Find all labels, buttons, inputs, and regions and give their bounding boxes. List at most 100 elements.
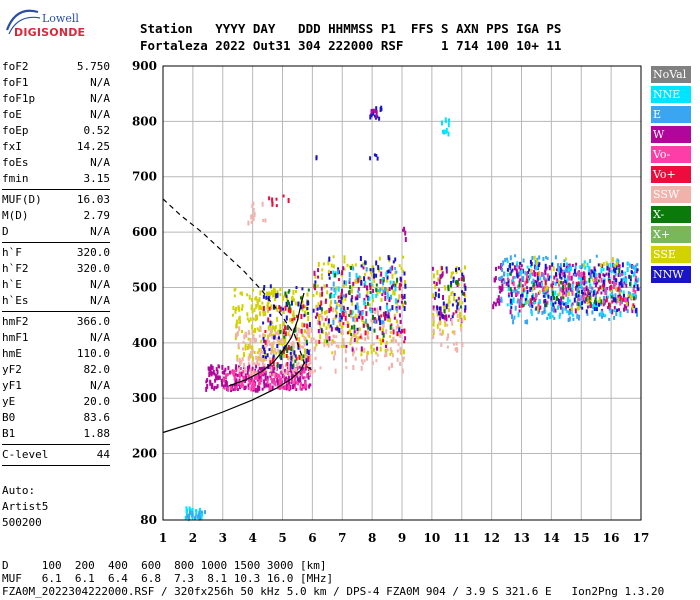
echo-point [508, 292, 511, 296]
scaled-parameters-panel: foF2 5.750 foF1 N/A foF1p N/A foE N/A foEp 0.52 fx… [2, 59, 110, 468]
echo-point [442, 301, 445, 306]
echo-point [223, 386, 226, 390]
echo-point [536, 259, 538, 265]
echo-point [593, 268, 596, 272]
echo-point [235, 385, 238, 390]
echo-point [591, 310, 594, 315]
param-name: foF1p [2, 92, 36, 105]
echo-point [285, 363, 287, 367]
echo-point [457, 296, 460, 300]
echo-point [544, 270, 547, 276]
echo-point [448, 308, 450, 312]
curve-profile [162, 361, 306, 434]
echo-point [604, 314, 607, 318]
echo-point [595, 276, 598, 281]
echo-point [384, 311, 387, 317]
echo-point [361, 311, 364, 316]
echo-point [369, 291, 372, 294]
echo-point [514, 254, 517, 258]
echo-point [239, 291, 242, 295]
legend-item-ssw: SSW [651, 186, 691, 203]
echo-point [545, 278, 548, 282]
echo-point [500, 296, 503, 302]
echo-point [586, 299, 589, 305]
echo-point [615, 264, 618, 270]
echo-point [262, 370, 265, 375]
echo-point [526, 286, 528, 290]
echo-point [377, 289, 380, 293]
echo-point [570, 275, 573, 281]
echo-point [315, 315, 317, 319]
echo-point [256, 351, 259, 355]
echo-point [275, 351, 278, 355]
echo-point [252, 336, 255, 340]
echo-point [559, 301, 562, 306]
echo-point [279, 288, 282, 291]
echo-point [614, 268, 617, 273]
echo-point [357, 277, 360, 283]
legend-item-x: X+ [651, 226, 691, 243]
echo-point [284, 326, 287, 331]
echo-point [253, 372, 256, 376]
echo-point [257, 385, 259, 389]
echo-point [628, 292, 631, 296]
param-name: foEp [2, 124, 29, 137]
echo-point [307, 324, 310, 330]
echo-point [463, 283, 466, 288]
echo-point [552, 266, 555, 272]
echo-point [556, 268, 558, 272]
echo-point [287, 198, 290, 203]
echo-point [290, 374, 293, 380]
echo-point [283, 294, 286, 298]
echo-point [255, 370, 258, 375]
param-row: foEp 0.52 [2, 123, 110, 139]
echo-point [527, 271, 530, 274]
echo-point [620, 283, 623, 288]
echo-point [335, 301, 338, 305]
echo-point [342, 311, 345, 317]
echo-point [301, 322, 304, 328]
echo-point [530, 286, 533, 290]
echo-point [618, 282, 621, 286]
echo-point [369, 277, 371, 282]
echo-point [636, 311, 638, 317]
echo-point [204, 510, 206, 515]
echo-point [510, 289, 513, 295]
echo-point [288, 301, 290, 305]
echo-point [319, 334, 322, 340]
footer: D 100 200 400 600 800 1000 1500 3000 [km… [2, 559, 664, 598]
echo-point [619, 313, 622, 318]
echo-point [585, 287, 588, 291]
echo-point [362, 323, 365, 328]
echo-point [320, 300, 323, 306]
echo-point [381, 331, 384, 336]
echo-point [285, 387, 288, 391]
echo-point [602, 273, 605, 277]
echo-point [557, 293, 560, 297]
echo-point [335, 314, 338, 318]
echo-point [298, 354, 301, 360]
echo-point [602, 286, 605, 292]
echo-point [306, 342, 308, 346]
echo-point [440, 343, 443, 347]
param-row: C-level 44 [2, 447, 110, 463]
echo-point [379, 320, 382, 326]
echo-point [529, 273, 532, 279]
echo-point [343, 280, 346, 285]
echo-point [300, 305, 303, 310]
echo-point [284, 331, 287, 337]
echo-point [267, 309, 269, 313]
echo-point [597, 287, 600, 292]
echo-point [596, 290, 599, 294]
echo-point [602, 262, 605, 266]
echo-point [294, 301, 297, 306]
echo-point [513, 315, 516, 320]
echo-point [536, 306, 539, 312]
echo-point [372, 342, 375, 346]
logo-emblem [5, 9, 41, 35]
echo-point [562, 296, 565, 300]
echo-point [563, 259, 566, 263]
echo-point [343, 255, 346, 261]
echo-point [247, 356, 250, 362]
echo-point [305, 358, 308, 364]
